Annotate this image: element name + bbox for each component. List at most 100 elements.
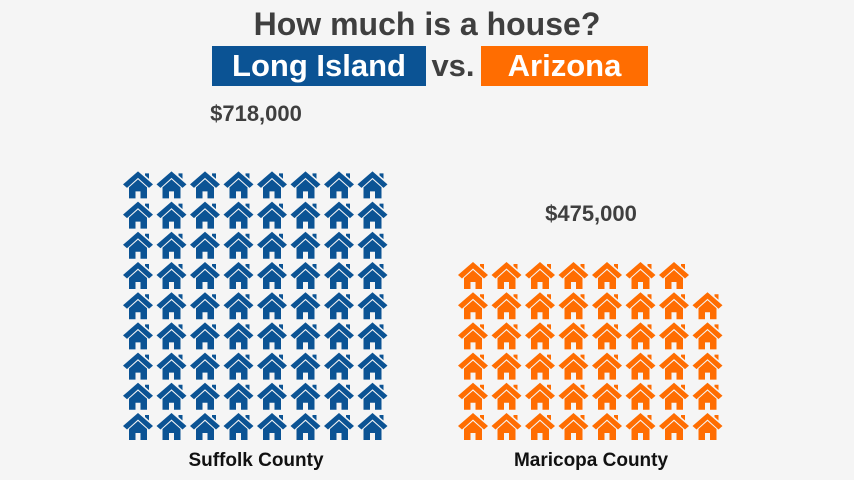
house-icon — [357, 262, 388, 289]
house-icon — [558, 292, 589, 320]
house-icon — [290, 382, 321, 410]
house-icon — [458, 322, 488, 350]
house-icon — [525, 262, 555, 289]
house-icon — [525, 413, 555, 440]
house-icon — [290, 262, 321, 289]
house-icon — [223, 171, 254, 199]
house-icon — [558, 352, 589, 380]
maricopa-county-label: Maricopa County — [513, 450, 669, 471]
house-icon — [491, 352, 522, 380]
house-icon — [123, 231, 153, 259]
house-icon — [357, 322, 388, 350]
house-icon — [257, 413, 287, 440]
house-icon — [290, 292, 321, 320]
house-icon — [257, 292, 287, 320]
house-icon — [324, 292, 354, 320]
house-icon — [558, 382, 589, 410]
house-icon — [223, 292, 254, 320]
house-icon — [491, 382, 522, 410]
house-icon — [257, 382, 287, 410]
house-icon — [659, 262, 689, 289]
house-icon — [223, 382, 254, 410]
house-icon — [592, 292, 622, 320]
house-icon — [123, 171, 153, 199]
house-icon — [290, 171, 321, 199]
house-icon — [625, 322, 656, 350]
house-icon — [324, 352, 354, 380]
house-icon — [123, 201, 153, 229]
house-icon — [190, 262, 220, 289]
house-icon — [692, 292, 723, 320]
house-icon — [525, 322, 555, 350]
house-icon — [659, 382, 689, 410]
arizona-badge: Arizona — [481, 46, 648, 86]
house-icon — [458, 292, 488, 320]
house-icon — [123, 352, 153, 380]
house-icon — [458, 352, 488, 380]
house-icon — [659, 322, 689, 350]
house-icon — [525, 382, 555, 410]
suffolk-county-label: Suffolk County — [188, 450, 324, 471]
house-icon — [156, 413, 187, 440]
house-icon — [257, 262, 287, 289]
house-icon — [525, 352, 555, 380]
vs-label: vs. — [431, 48, 475, 83]
house-icon — [290, 352, 321, 380]
house-icon — [123, 382, 153, 410]
house-icon — [190, 413, 220, 440]
house-icon — [190, 201, 220, 229]
house-icon — [190, 292, 220, 320]
house-icon — [190, 382, 220, 410]
maricopa-house-group — [458, 262, 723, 440]
house-icon — [223, 201, 254, 229]
house-icon — [659, 352, 689, 380]
house-icon — [324, 413, 354, 440]
house-icon — [190, 352, 220, 380]
house-icon — [324, 231, 354, 259]
suffolk-house-group — [123, 171, 388, 440]
house-icon — [357, 413, 388, 440]
house-icon — [123, 322, 153, 350]
house-icon — [659, 413, 689, 440]
house-icon — [357, 382, 388, 410]
house-icon — [692, 352, 723, 380]
house-icon — [156, 292, 187, 320]
house-icon — [558, 322, 589, 350]
house-icon — [592, 322, 622, 350]
house-icon — [324, 201, 354, 229]
house-icon — [659, 292, 689, 320]
suffolk-value-label: $718,000 — [210, 101, 302, 126]
house-icon — [156, 171, 187, 199]
house-icon — [290, 231, 321, 259]
house-icon — [491, 322, 522, 350]
house-icon — [592, 352, 622, 380]
house-icon — [692, 262, 712, 289]
house-icon — [223, 262, 254, 289]
house-icon — [625, 292, 656, 320]
house-icon — [692, 382, 723, 410]
house-icon — [491, 413, 522, 440]
house-icon — [156, 231, 187, 259]
house-icon — [257, 231, 287, 259]
house-icon — [257, 201, 287, 229]
house-icon — [156, 201, 187, 229]
long-island-badge: Long Island — [212, 46, 426, 86]
house-icon — [190, 171, 220, 199]
house-icon — [357, 352, 388, 380]
house-icon — [257, 171, 287, 199]
house-icon — [625, 413, 656, 440]
house-icon — [592, 413, 622, 440]
house-icon — [324, 171, 354, 199]
maricopa-value-label: $475,000 — [545, 201, 637, 226]
house-icon — [592, 262, 622, 289]
chart-title: How much is a house? — [253, 6, 601, 42]
house-icon — [290, 201, 321, 229]
house-icon — [625, 382, 656, 410]
house-icon — [290, 322, 321, 350]
house-icon — [123, 292, 153, 320]
house-icon — [156, 352, 187, 380]
house-icon — [190, 322, 220, 350]
house-icon — [324, 262, 354, 289]
house-icon — [625, 352, 656, 380]
